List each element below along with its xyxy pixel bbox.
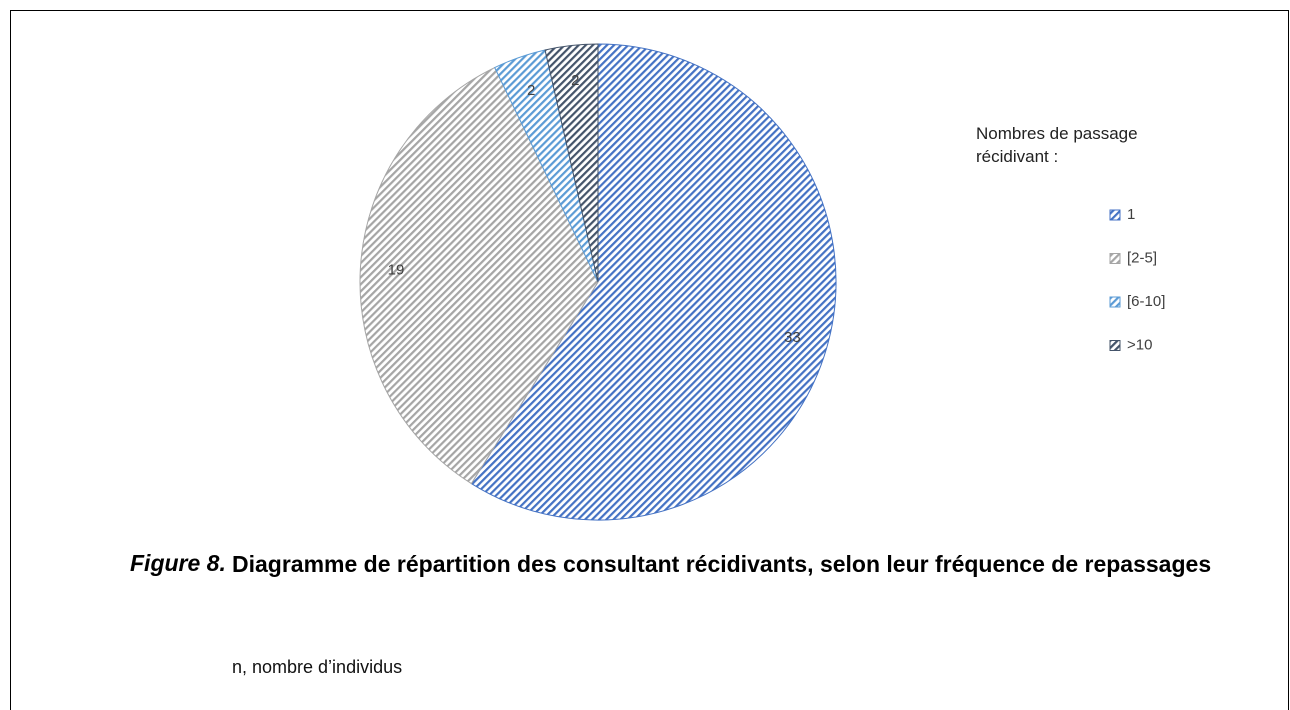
data-label: 2 (527, 82, 535, 99)
figure-title: Diagramme de répartition des consultant … (232, 551, 1212, 577)
pie-slice (470, 43, 837, 521)
figure-note: n, nombre d’individus (232, 657, 403, 677)
legend-title: Nombres de passage récidivant : (976, 124, 1138, 166)
data-label: 19 (388, 262, 405, 279)
figure-frame (10, 10, 1289, 710)
page: 33 19 2 2 1 [2-5] [6-10] >10 Nombres de passage… (10, 10, 1289, 710)
legend-label: [2-5] (1127, 249, 1157, 266)
data-label: 33 (784, 329, 801, 346)
legend-swatch (1109, 340, 1121, 351)
chart: 33 19 2 2 1 [2-5] [6-10] >10 (359, 43, 1165, 521)
data-label: 2 (571, 72, 579, 89)
figure-label: Figure 8. (130, 550, 226, 576)
pie-slice (359, 66, 599, 485)
legend-label: 1 (1127, 206, 1135, 223)
legend-swatch (1109, 209, 1121, 221)
legend-swatch (1109, 296, 1121, 308)
legend-label: [6-10] (1127, 293, 1165, 310)
pie-slice (544, 43, 599, 283)
legend-swatch (1109, 253, 1121, 264)
legend-label: >10 (1127, 336, 1152, 353)
